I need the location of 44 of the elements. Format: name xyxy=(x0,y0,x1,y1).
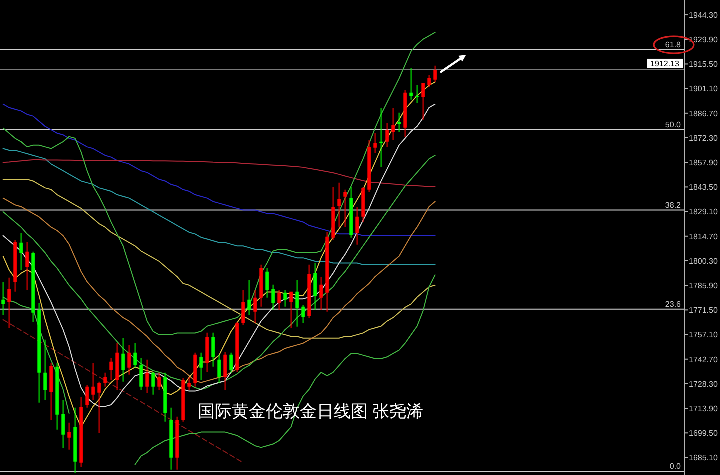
y-tick-label: 1872.30 xyxy=(689,134,718,143)
annotation: 50.0 xyxy=(665,120,682,130)
annotation: 23.6 xyxy=(665,300,682,309)
candlestick xyxy=(398,112,401,132)
y-tick-label: 1771.50 xyxy=(689,306,718,316)
candlestick xyxy=(2,282,5,315)
line-series xyxy=(2,148,436,266)
candlestick xyxy=(392,108,395,140)
candlestick xyxy=(98,382,101,433)
line-series xyxy=(2,160,436,188)
y-tick-label: 1843.50 xyxy=(689,183,718,192)
candlestick xyxy=(68,422,71,450)
candlestick xyxy=(416,85,419,103)
candlestick xyxy=(410,68,413,100)
candlestick xyxy=(374,133,377,154)
candlestick xyxy=(338,182,341,227)
y-tick-label: 1944.30 xyxy=(689,10,718,20)
y-tick-label: 1699.50 xyxy=(689,429,718,438)
y-tick-label: 1886.70 xyxy=(689,109,718,118)
line-series xyxy=(2,104,436,236)
y-tick-label: 1685.10 xyxy=(689,454,718,463)
y-tick-label: 1800.30 xyxy=(689,256,718,266)
y-tick-label: 1829.10 xyxy=(689,208,718,217)
y-tick-label: 1728.30 xyxy=(689,380,718,389)
y-tick-label: 1713.90 xyxy=(689,404,718,414)
line-series xyxy=(2,179,436,339)
y-tick-label: 1814.70 xyxy=(689,232,718,242)
y-tick-label: 1785.90 xyxy=(689,281,718,290)
y-tick-label: 1742.70 xyxy=(689,355,718,364)
y-tick-label: 1929.90 xyxy=(689,36,718,45)
y-tick-label: 1915.50 xyxy=(689,60,718,70)
ref-line-label: 1912.13 xyxy=(650,60,680,69)
line-series xyxy=(2,155,436,390)
y-tick-label: 1901.10 xyxy=(689,84,718,94)
line-series xyxy=(2,198,436,384)
candlestick xyxy=(92,362,95,400)
y-tick-label: 1857.90 xyxy=(689,158,718,168)
line-series xyxy=(2,32,436,336)
annotation: 0.0 xyxy=(670,462,682,472)
candlestick xyxy=(344,190,347,227)
annotation: 38.2 xyxy=(665,200,682,210)
y-tick-label: 1757.10 xyxy=(689,330,718,340)
annotation: 61.8 xyxy=(665,40,682,50)
candlestick xyxy=(380,108,383,168)
